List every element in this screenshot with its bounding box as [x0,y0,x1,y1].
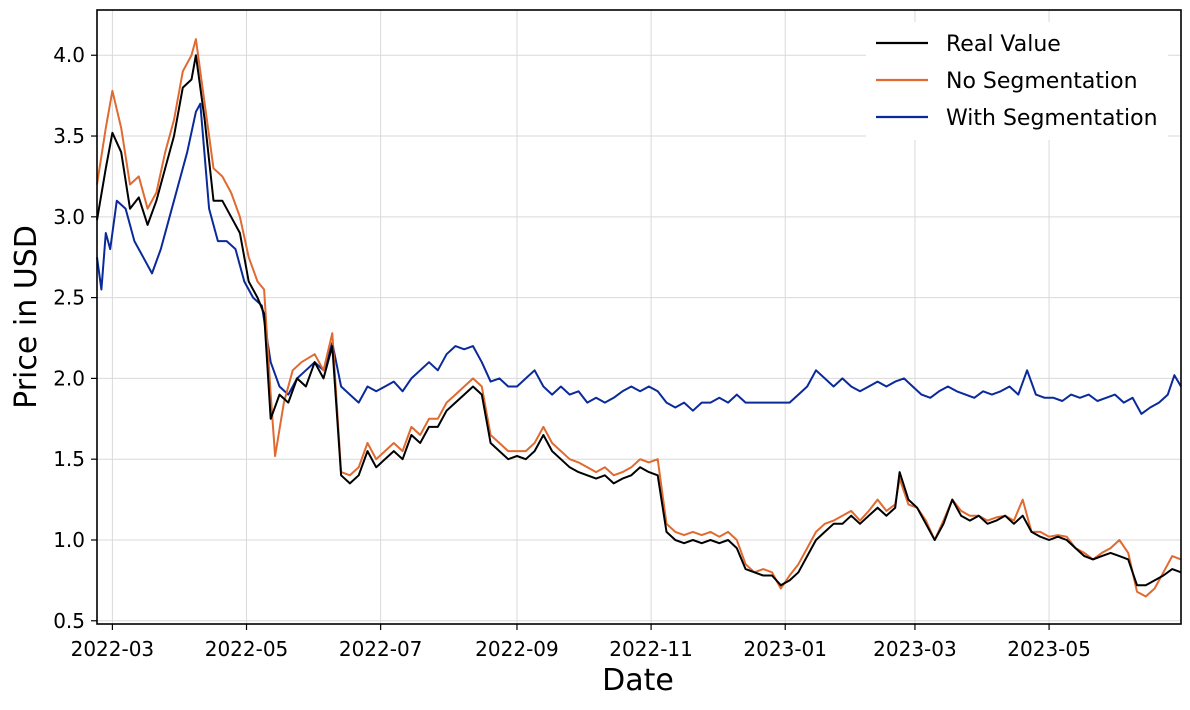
x-tick-label: 2022-07 [339,637,423,661]
legend: Real Value No Segmentation With Segmentati… [866,22,1168,140]
y-axis-title: Price in USD [9,225,44,409]
x-tick-label: 2022-09 [475,637,559,661]
x-tick-label: 2022-11 [609,637,693,661]
x-tick-label: 2023-01 [743,637,827,661]
y-tick-label: 0.5 [53,609,85,633]
y-axis-ticks: 0.5 1.0 1.5 2.0 2.5 3.0 3.5 4.0 [53,43,97,633]
legend-label: Real Value [946,32,1061,57]
y-tick-label: 4.0 [53,43,85,67]
series-line-real-value [96,54,1182,587]
legend-label: With Segmentation [946,106,1158,131]
y-tick-label: 1.0 [53,528,85,552]
y-tick-label: 2.0 [53,366,85,390]
series-line-with-segmentation [96,102,1182,415]
x-tick-label: 2023-03 [873,637,957,661]
grid [97,10,1181,624]
x-tick-label: 2022-03 [71,637,155,661]
y-tick-label: 3.0 [53,205,85,229]
legend-label: No Segmentation [946,69,1138,94]
x-axis-title: Date [602,663,674,698]
x-tick-label: 2023-05 [1007,637,1091,661]
y-tick-label: 1.5 [53,447,85,471]
series-lines [96,38,1182,598]
y-tick-label: 3.5 [53,124,85,148]
x-axis-ticks: 2022-03 2022-05 2022-07 2022-09 2022-11 2023-… [71,624,1091,661]
series-line-no-segmentation [96,38,1182,598]
x-tick-label: 2022-05 [205,637,289,661]
y-tick-label: 2.5 [53,286,85,310]
plot-frame [96,9,1182,625]
